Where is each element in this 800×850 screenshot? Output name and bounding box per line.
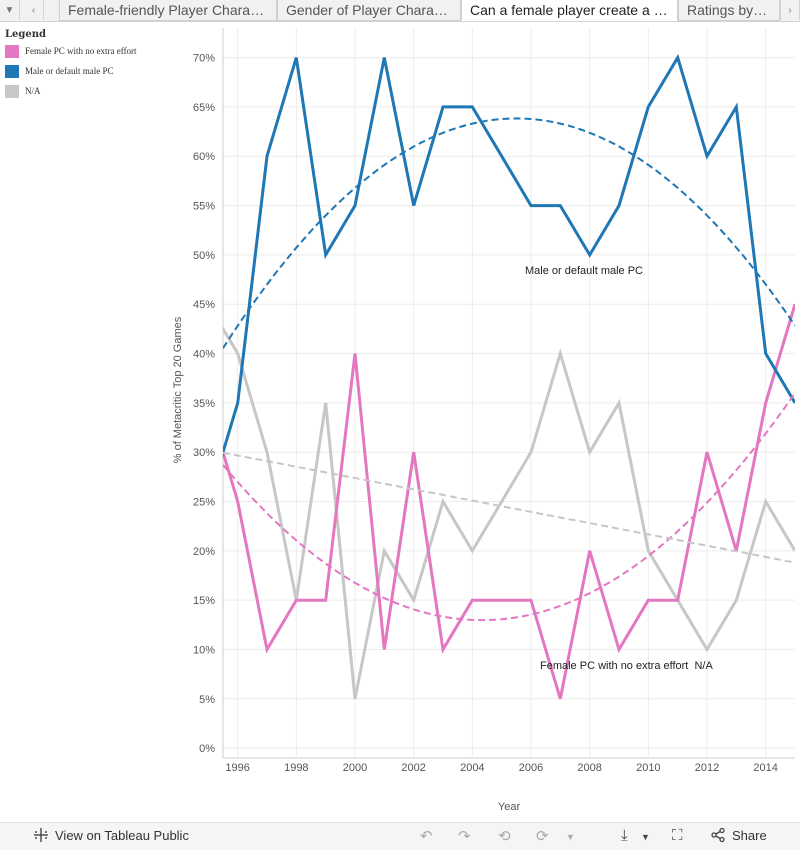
y-tick-label: 50%: [193, 250, 215, 262]
x-tick-label: 2000: [343, 762, 367, 774]
annotation-male: Male or default male PC: [525, 265, 643, 277]
x-tick-label: 2006: [519, 762, 543, 774]
x-tick-label: 2012: [695, 762, 719, 774]
series-line-male-or-default-male-pc: [223, 53, 795, 458]
share-button[interactable]: Share: [710, 827, 767, 843]
tab-ratings-by-gender[interactable]: Ratings by Ge…: [678, 0, 780, 21]
y-tick-label: 30%: [193, 447, 215, 459]
trend-line: [223, 392, 795, 622]
revert-icon[interactable]: ⟲: [498, 828, 511, 845]
y-tick-label: 35%: [193, 398, 215, 410]
fullscreen-icon[interactable]: ⛶: [672, 827, 683, 844]
line-chart: 0% 5% 10% 15% 20% 25% 30% 35% 40% 45% 50% 55% 60% 65%…: [172, 28, 795, 813]
x-tick-label: 1996: [225, 762, 249, 774]
bottom-toolbar: View on Tableau Public ↶ ↷ ⟲ ⟳ ▼ ⤓ ▼ ⛶ S…: [0, 822, 800, 850]
x-tick-label: 2014: [753, 762, 777, 774]
redo-icon[interactable]: ↷: [458, 828, 471, 845]
x-tick-label: 2010: [636, 762, 660, 774]
legend-item-male[interactable]: Male or default male PC: [5, 64, 113, 78]
y-tick-label: 20%: [193, 546, 215, 558]
legend-label: Male or default male PC: [25, 66, 114, 76]
y-tick-label: 65%: [193, 102, 215, 114]
legend-swatch: [5, 44, 19, 58]
legend-item-female[interactable]: Female PC with no extra effort: [5, 44, 137, 58]
trend-line: [223, 117, 795, 349]
y-axis-title: % of Metacritic Top 20 Games: [172, 316, 184, 463]
tab-can-female-create[interactable]: Can a female player create a fe…: [461, 0, 678, 21]
share-icon: [711, 827, 725, 843]
y-tick-label: 15%: [193, 595, 215, 607]
plot-area: [223, 53, 795, 700]
share-label: Share: [732, 827, 767, 843]
series-line-n-a: [223, 325, 795, 700]
legend-swatch: [5, 64, 19, 78]
download-icon[interactable]: ⤓: [621, 827, 628, 844]
y-tick-label: 25%: [193, 497, 215, 509]
legend-label: N/A: [25, 86, 41, 96]
tab-menu-dropdown-icon[interactable]: ▼: [0, 0, 20, 20]
refresh-dropdown-icon[interactable]: ▼: [566, 832, 575, 842]
y-tick-label: 0%: [199, 743, 215, 755]
x-tick-label: 2004: [460, 762, 484, 774]
undo-icon[interactable]: ↶: [420, 828, 433, 845]
legend-item-na[interactable]: N/A: [5, 84, 41, 98]
trend-line: [223, 451, 795, 564]
tab-female-friendly[interactable]: Female-friendly Player Charact…: [59, 0, 277, 21]
view-on-tableau-public-button[interactable]: View on Tableau Public: [33, 827, 189, 843]
y-tick-label: 70%: [193, 53, 215, 65]
tableau-logo-icon: [34, 828, 48, 842]
y-tick-label: 40%: [193, 349, 215, 361]
refresh-icon[interactable]: ⟳: [536, 828, 549, 845]
tab-gender-of-player-character[interactable]: Gender of Player Character: [277, 0, 461, 21]
annotation-female-na: Female PC with no extra effort N/A: [540, 660, 713, 672]
y-tick-label: 45%: [193, 299, 215, 311]
tab-scroll-left-icon[interactable]: ‹: [24, 0, 44, 20]
x-tick-label: 1998: [284, 762, 308, 774]
series-line-female-pc-with-no-extra-effort: [223, 303, 795, 700]
download-dropdown-icon[interactable]: ▼: [641, 832, 650, 842]
y-tick-label: 5%: [199, 694, 215, 706]
legend-label: Female PC with no extra effort: [25, 46, 137, 56]
tab-strip: ▼ ‹ Female-friendly Player Charact… Gend…: [0, 0, 800, 22]
legend-swatch: [5, 84, 19, 98]
y-tick-label: 55%: [193, 201, 215, 213]
y-tick-label: 10%: [193, 644, 215, 656]
x-tick-label: 2002: [401, 762, 425, 774]
x-tick-label: 2008: [577, 762, 601, 774]
x-axis-title: Year: [498, 801, 521, 813]
legend-title: Legend: [5, 29, 47, 40]
y-tick-label: 60%: [193, 151, 215, 163]
view-on-tableau-public-label: View on Tableau Public: [55, 827, 189, 843]
